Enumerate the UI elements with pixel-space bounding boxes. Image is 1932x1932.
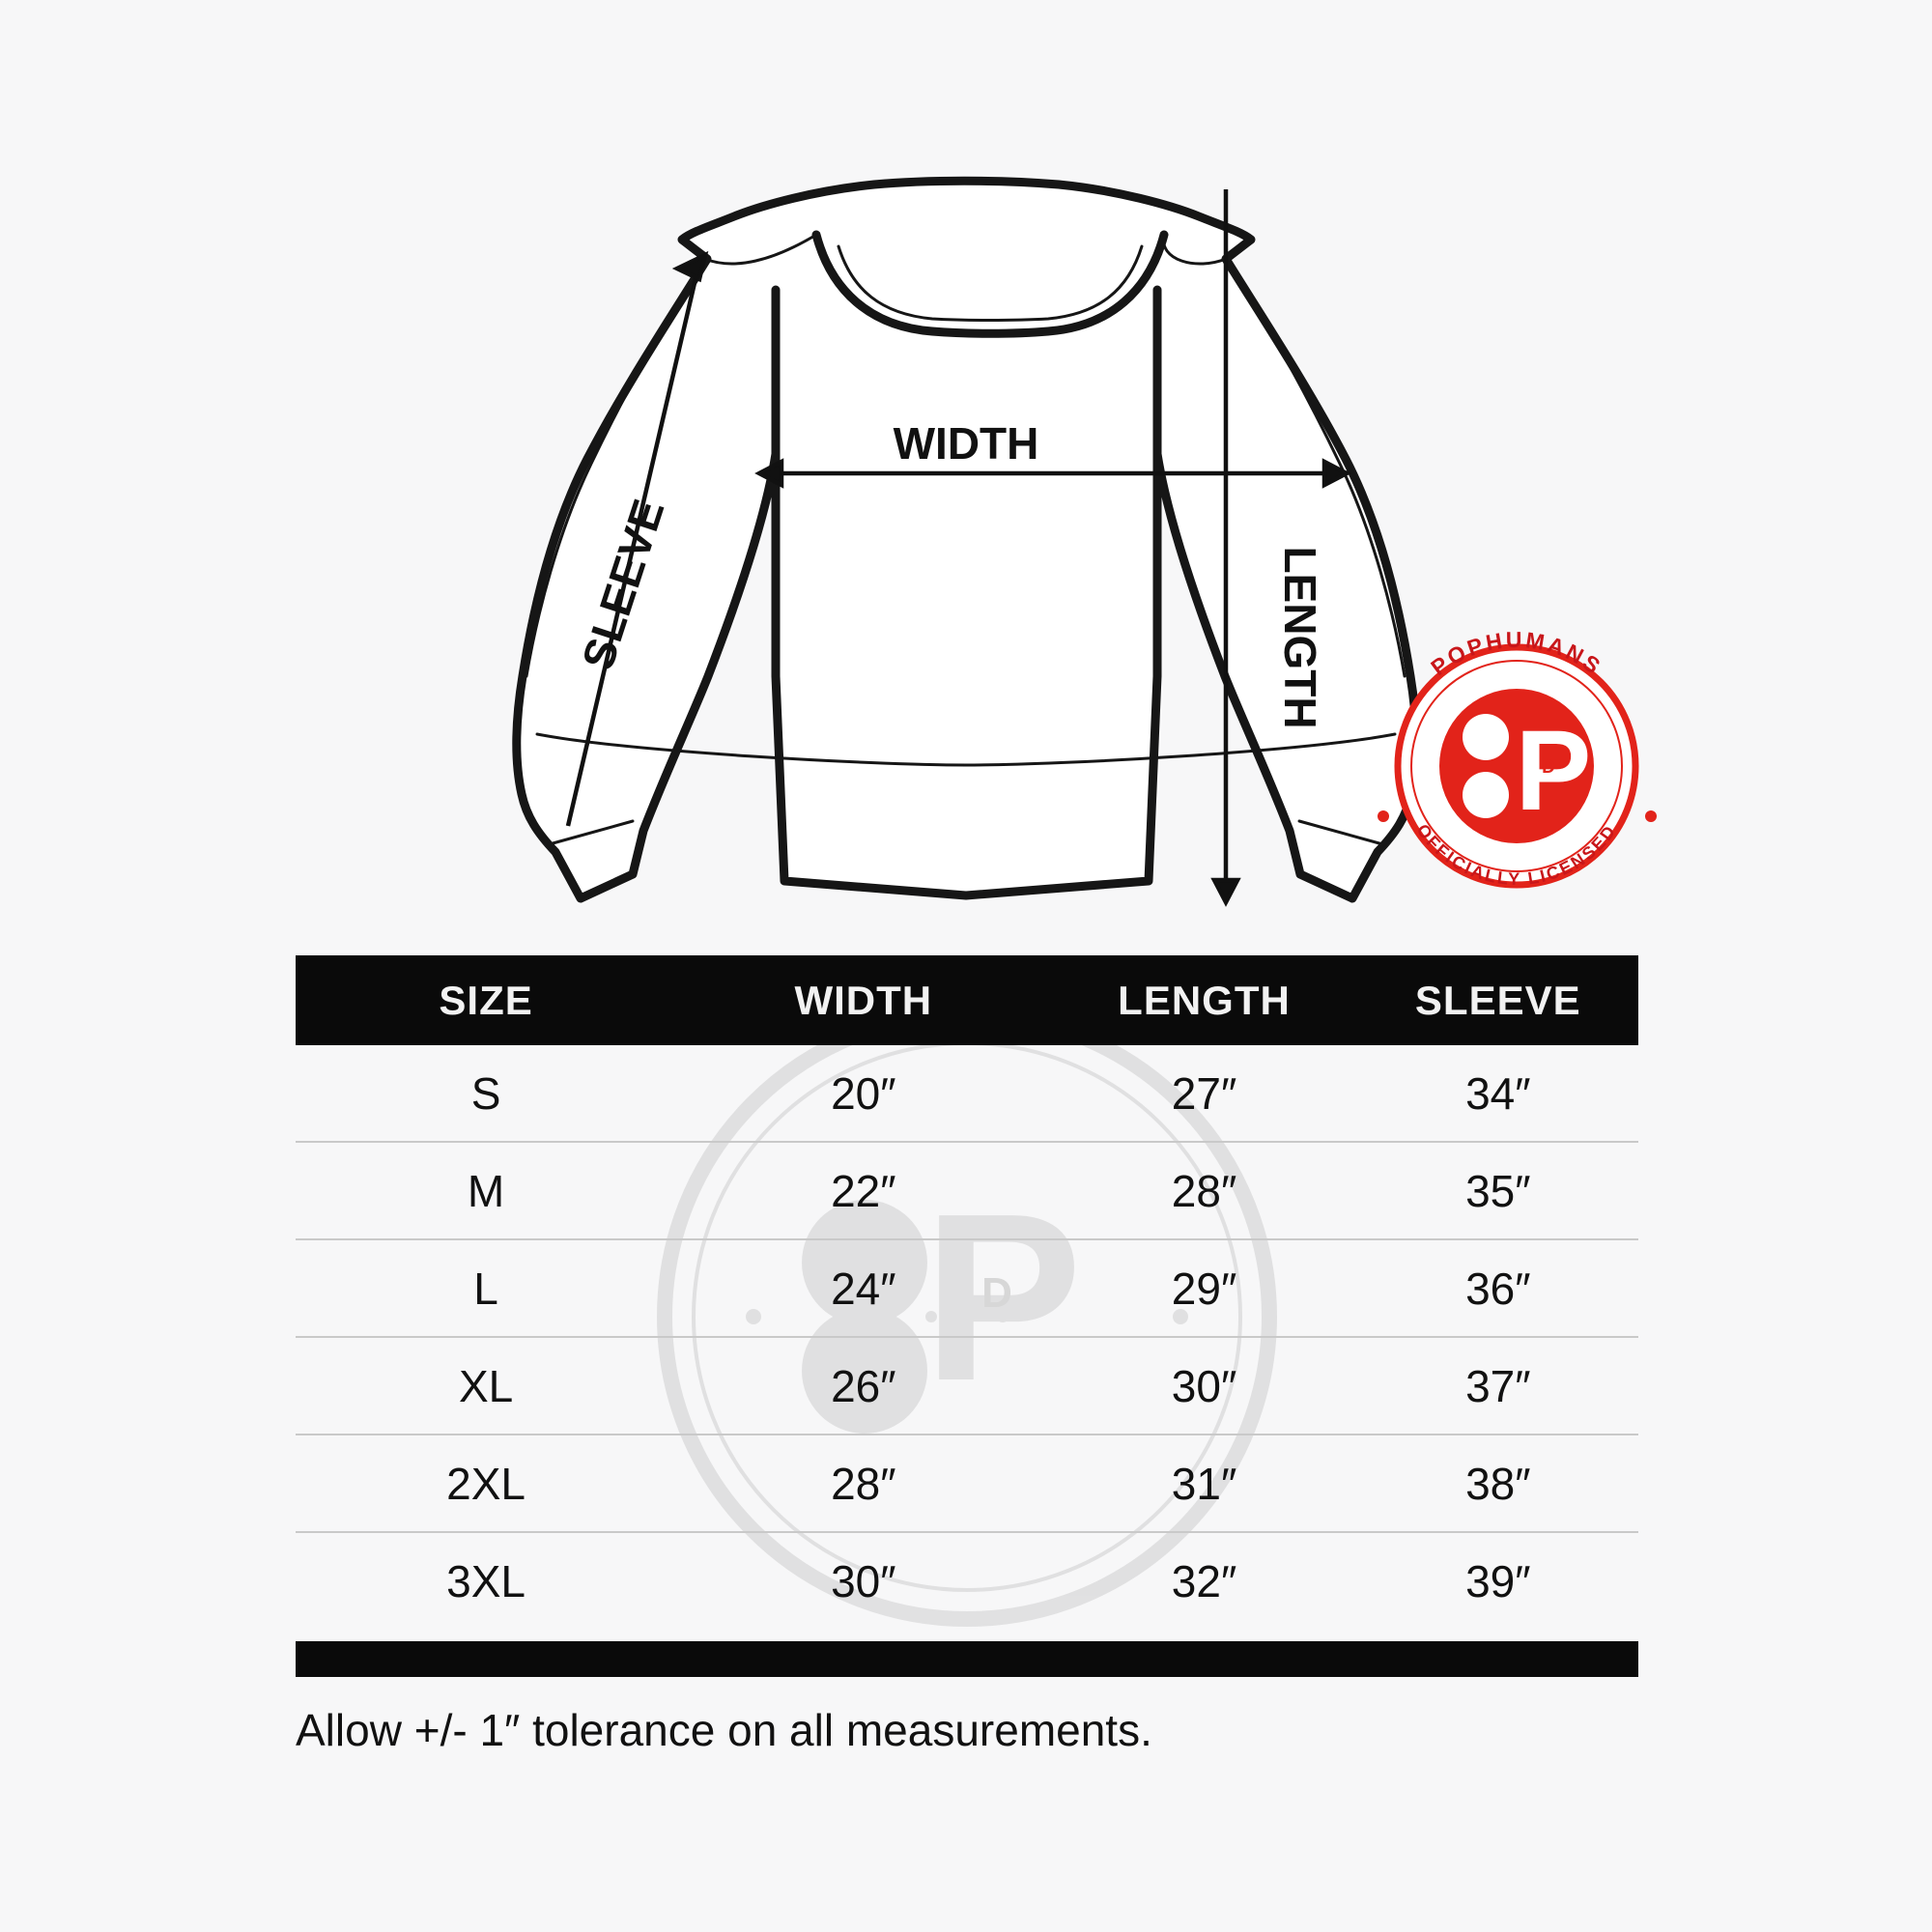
svg-text:POPHUMANS: POPHUMANS bbox=[793, 481, 1142, 571]
